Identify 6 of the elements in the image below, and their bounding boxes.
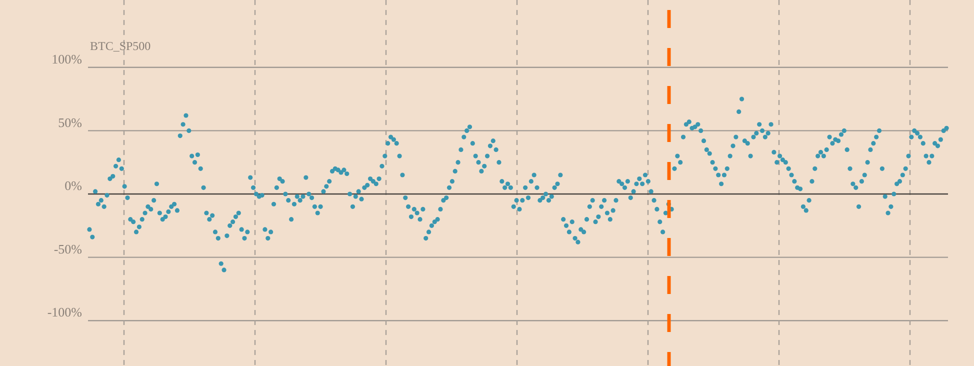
y-tick-label: -50%: [54, 241, 82, 256]
y-tick-label: 50%: [58, 114, 82, 130]
y-tick-label: 0%: [64, 178, 82, 194]
y-tick-label: 100%: [52, 52, 82, 66]
chart-title: BTC_SP500: [90, 39, 151, 53]
y-tick-label: -100%: [47, 304, 82, 320]
